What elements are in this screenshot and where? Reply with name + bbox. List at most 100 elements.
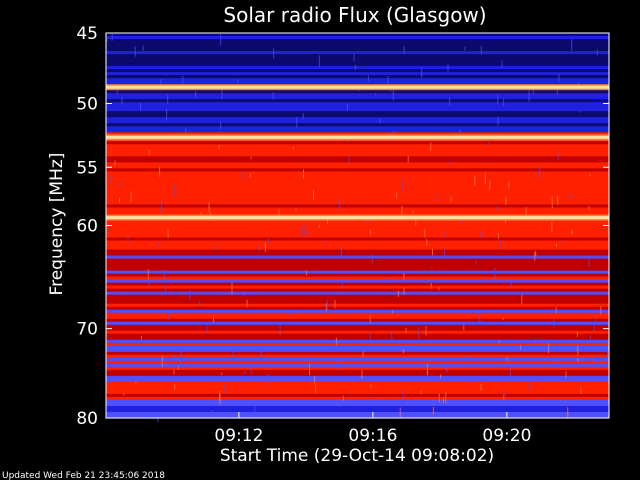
spectrogram-speckle	[134, 46, 136, 57]
spectrogram-speckle	[379, 118, 381, 124]
spectrogram-row	[106, 252, 609, 257]
spectrogram-speckle	[553, 318, 555, 328]
spectrogram-speckle	[535, 250, 537, 257]
spectrogram-speckle	[478, 312, 480, 322]
spectrogram-row	[106, 327, 609, 332]
spectrogram-row	[106, 48, 609, 52]
spectrogram-row	[106, 360, 609, 365]
spectrogram-row	[106, 267, 609, 272]
spectrogram-speckle	[180, 360, 182, 364]
spectrogram-speckle	[489, 180, 491, 190]
spectrogram-row	[106, 114, 609, 118]
spectrogram-speckle	[185, 128, 187, 134]
spectrogram-speckle	[326, 299, 328, 312]
spectrogram-speckle	[177, 366, 179, 370]
spectrogram-speckle	[108, 369, 110, 372]
x-tick-label: 09:20	[482, 426, 531, 446]
spectrogram-speckle	[123, 393, 125, 396]
spectrogram-speckle	[250, 363, 252, 374]
spectrogram-speckle	[607, 345, 609, 350]
spectrogram-row	[106, 96, 609, 100]
spectrogram-speckle	[267, 373, 269, 383]
spectrogram-speckle	[529, 380, 531, 391]
spectrogram-speckle	[417, 400, 419, 405]
spectrogram-speckle	[551, 196, 553, 209]
spectrogram-speckle	[349, 393, 351, 396]
spectrogram-row	[106, 105, 609, 109]
spectrogram-speckle	[268, 375, 270, 385]
spectrogram-speckle	[497, 116, 499, 126]
spectrogram-speckle	[325, 303, 327, 312]
spectrogram-speckle	[106, 39, 108, 42]
spectrogram-speckle	[340, 245, 342, 258]
spectrogram-speckle	[127, 237, 129, 242]
spectrogram-row	[106, 321, 609, 326]
spectrogram-speckle	[148, 279, 150, 286]
spectrogram-speckle	[161, 201, 162, 213]
spectrogram-speckle	[438, 286, 440, 291]
spectrogram-speckle	[306, 270, 308, 276]
spectrogram-row	[106, 156, 609, 160]
spectrogram-speckle	[338, 359, 340, 371]
spectrogram-speckle	[403, 178, 404, 190]
spectrogram-speckle	[571, 228, 573, 235]
spectrogram-speckle	[211, 410, 213, 414]
spectrogram-speckle	[565, 371, 567, 378]
spectrogram-row	[106, 168, 609, 172]
spectrogram-row	[106, 288, 609, 293]
spectrogram-speckle	[140, 102, 141, 111]
spectrogram-row	[106, 351, 609, 356]
spectrogram-speckle	[501, 60, 503, 68]
spectrogram-speckle	[362, 351, 364, 357]
spectrogram-speckle	[218, 145, 220, 150]
spectrogram-speckle	[110, 176, 112, 184]
spectrogram-speckle	[116, 90, 118, 94]
spectrogram-row	[106, 291, 609, 296]
spectrogram-speckle	[301, 226, 303, 237]
spectrogram-speckle	[481, 319, 483, 322]
spectrogram-row	[106, 261, 609, 266]
spectrogram-speckle	[174, 184, 176, 197]
spectrogram-speckle	[407, 156, 409, 163]
spectrogram-speckle	[594, 315, 596, 322]
spectrogram-speckle	[309, 363, 310, 376]
spectrogram-row	[106, 36, 609, 40]
spectrogram-speckle	[218, 390, 220, 401]
spectrogram-row	[106, 330, 609, 335]
spectrogram-row	[106, 285, 609, 290]
spectrogram-row	[106, 315, 609, 320]
spectrogram-row	[106, 183, 609, 187]
spectrogram-row	[106, 399, 609, 404]
spectrogram-speckle	[215, 245, 216, 251]
spectrogram-speckle	[432, 407, 434, 415]
x-axis-label: Start Time (29-Oct-14 09:08:02)	[220, 446, 494, 466]
spectrogram-row	[106, 162, 609, 166]
spectrogram-speckle	[391, 331, 393, 341]
spectrogram-row	[106, 93, 609, 97]
spectrogram-row	[106, 177, 609, 181]
spectrogram-row	[106, 126, 609, 130]
spectrogram-speckle	[208, 201, 210, 212]
spectrogram-row	[106, 60, 609, 64]
spectrogram-speckle	[496, 206, 498, 211]
spectrogram-speckle	[484, 172, 486, 184]
spectrogram-speckle	[445, 391, 447, 403]
spectrogram-row	[106, 90, 609, 94]
spectrogram-speckle	[303, 169, 304, 179]
spectrogram-row	[106, 222, 609, 227]
spectrogram-row	[106, 372, 609, 377]
spectrogram-speckle	[369, 314, 371, 324]
spectrogram-row	[106, 336, 609, 341]
spectrogram-speckle	[421, 67, 423, 78]
spectrogram-speckle	[220, 34, 222, 46]
spectrogram-row	[106, 249, 609, 254]
spectrogram-speckle	[314, 376, 316, 385]
spectrogram-speckle	[503, 98, 505, 107]
spectrogram-speckle	[402, 390, 404, 400]
spectrogram-speckle	[160, 79, 162, 84]
spectrogram-row	[106, 210, 609, 215]
spectrogram-row	[106, 132, 609, 136]
spectrogram-speckle	[249, 173, 251, 177]
y-tick-label: 55	[76, 158, 98, 178]
